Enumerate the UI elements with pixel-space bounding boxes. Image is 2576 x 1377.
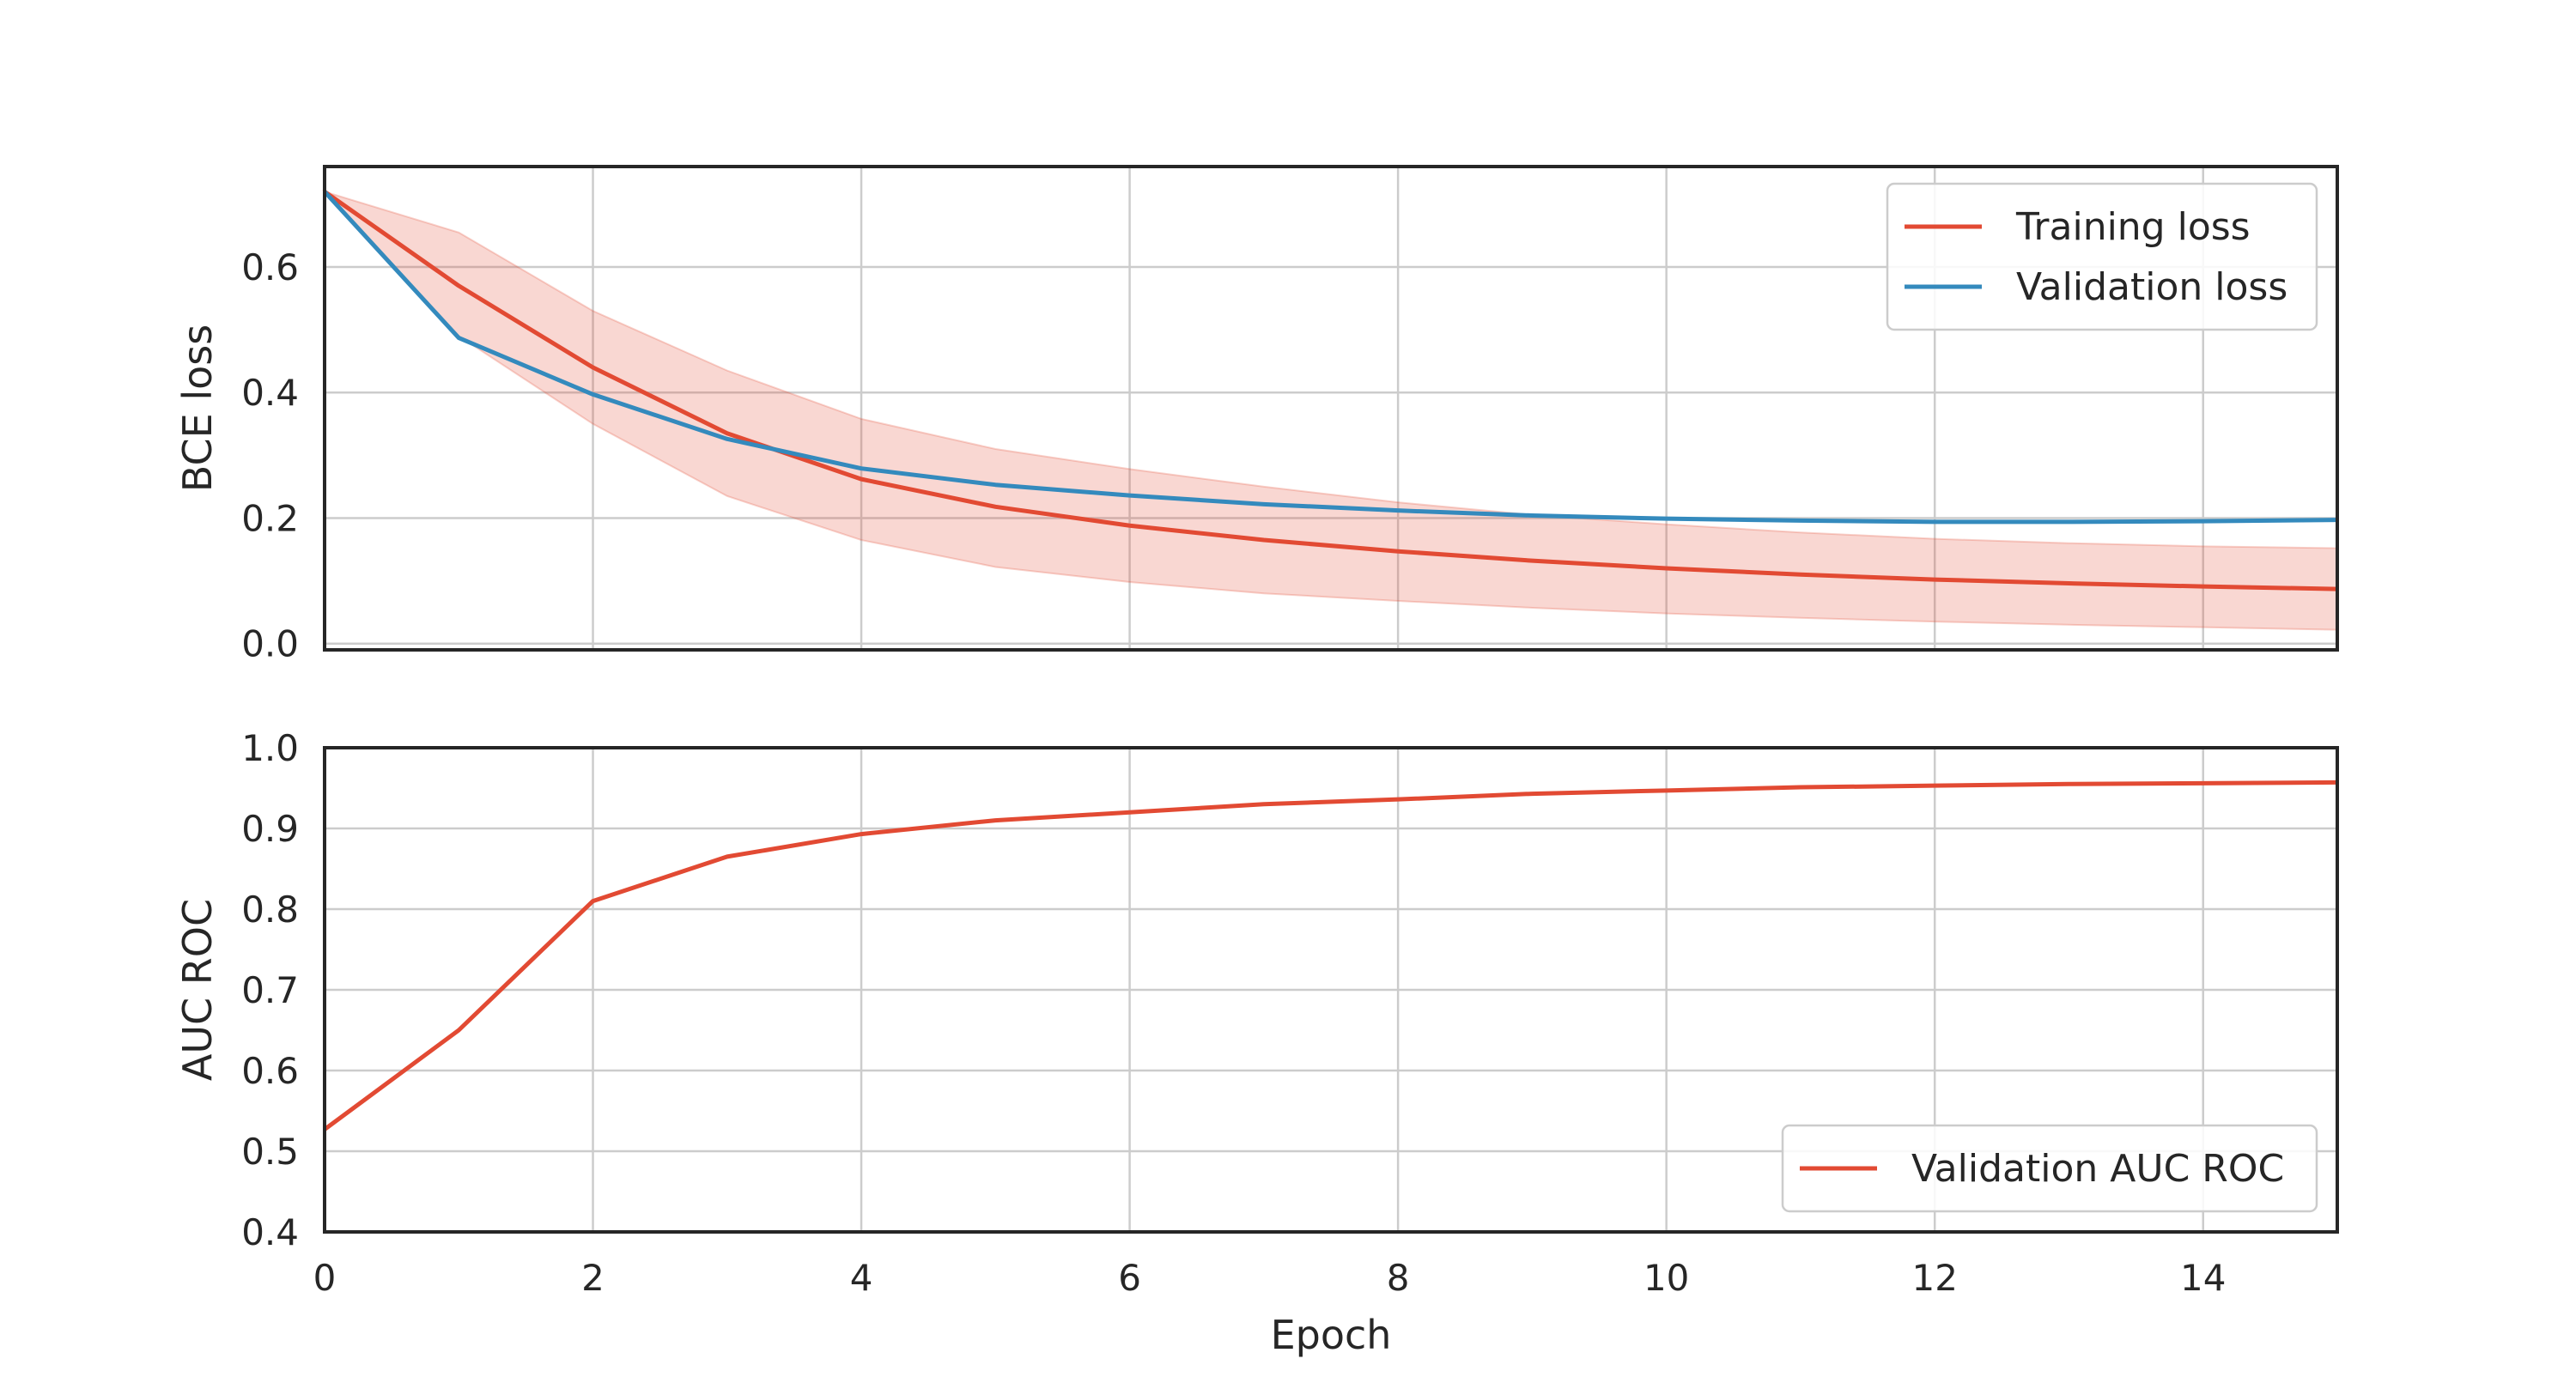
legend-box: [1781, 1124, 2318, 1213]
y-tick-label: 0.2: [241, 497, 299, 539]
legend-box: [1886, 182, 2318, 331]
x-tick-label: 4: [850, 1257, 873, 1299]
x-tick-label: 10: [1643, 1257, 1689, 1299]
y-tick-label: 0.7: [241, 969, 299, 1011]
chart-panel-1: 0.0 0.2 0.4 0.6 BCE loss Training loss Validat…: [174, 165, 2339, 665]
series-line-1: [323, 779, 2338, 1131]
y-tick-label: 0.4: [241, 372, 299, 414]
y-axis-label: AUC ROC: [174, 899, 221, 1081]
y-tick-label: 0.6: [241, 246, 299, 288]
y-tick-label: 0.6: [241, 1050, 299, 1092]
y-tick-label: 0.0: [241, 623, 299, 665]
y-tick-label: 0.8: [241, 889, 299, 931]
y-tick-label: 1.0: [241, 727, 299, 769]
legend-label: Training loss: [2015, 205, 2251, 249]
chart-panel-2: 0.4 0.5 0.6 0.7 0.8 0.9 1.0 0 2 4 6 8 10 12 14 AUC ROC E…: [174, 727, 2339, 1358]
x-tick-label: 14: [2180, 1257, 2226, 1299]
series-line-2: [323, 190, 2338, 525]
x-tick-label: 0: [313, 1257, 337, 1299]
x-tick-label: 2: [581, 1257, 605, 1299]
y-tick-label: 0.5: [241, 1131, 299, 1173]
axes-frame: [323, 746, 2339, 1234]
x-tick-label: 12: [1911, 1257, 1957, 1299]
axes-frame: [323, 165, 2339, 652]
legend: Training loss Validation loss: [1886, 182, 2318, 331]
x-axis-label: Epoch: [1271, 1312, 1392, 1358]
y-axis-label: BCE loss: [174, 325, 221, 492]
x-tick-label: 8: [1387, 1257, 1410, 1299]
legend: Validation AUC ROC: [1781, 1124, 2318, 1213]
y-tick-label: 0.9: [241, 808, 299, 850]
x-tick-label: 6: [1118, 1257, 1141, 1299]
series-line-1: [323, 190, 2338, 591]
legend-label: Validation loss: [2016, 265, 2287, 309]
y-tick-label: 0.4: [241, 1211, 299, 1253]
legend-label: Validation AUC ROC: [1911, 1147, 2284, 1191]
